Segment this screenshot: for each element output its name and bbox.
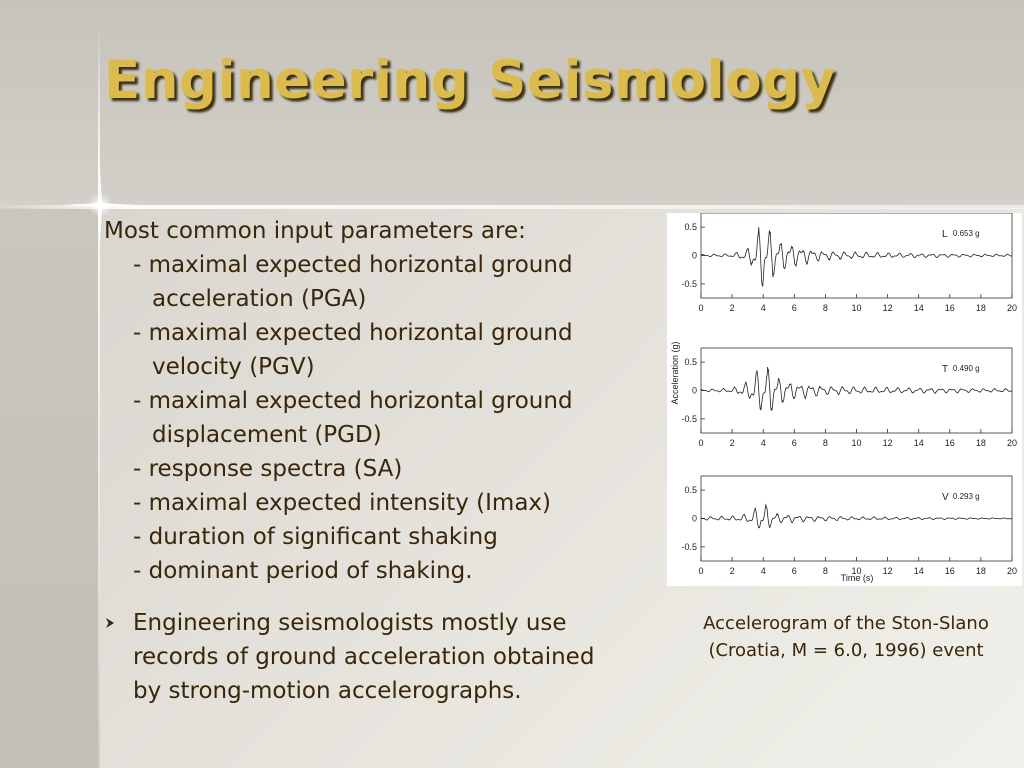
bullet-line: Engineering seismologists mostly use [133,610,567,636]
y-tick-label: 0 [692,514,697,524]
vertical-accent-line [98,20,100,768]
bullet-line: by strong-motion accelerographs. [133,678,522,704]
y-tick-label: 0 [692,386,697,396]
parameter-item: - maximal expected horizontal ground [133,388,573,414]
x-axis-label: Time (s) [841,573,874,583]
x-tick-label: 14 [914,438,924,448]
x-tick-label: 12 [883,566,893,576]
x-tick-label: 10 [851,566,861,576]
accelerogram-figure: -0.5 0 0.5 0 2 4 6 8 10 12 14 16 18 20 L 0.653 g -0.5 0 0.… [667,213,1022,586]
parameter-item-continuation: acceleration (PGA) [152,286,367,312]
x-tick-label: 10 [851,303,861,313]
x-tick-label: 2 [730,303,735,313]
slide-title: Engineering Seismology [104,50,836,111]
x-tick-label: 2 [730,566,735,576]
x-tick-label: 4 [761,303,766,313]
component-label: T [942,364,948,375]
accelerogram-chart: -0.500.50 2 4 6 8 10 12 14 16 18 20L 0.653 g-0.500.… [670,213,1017,583]
x-tick-label: 6 [792,566,797,576]
x-tick-label: 8 [823,438,828,448]
y-tick-label: -0.5 [681,279,697,289]
y-tick-label: 0.5 [684,357,697,367]
arrowhead-bullet-icon [104,606,116,652]
horizontal-accent-line [0,205,1024,209]
bullet-paragraph: Engineering seismologists mostly use rec… [104,606,664,708]
parameter-item: - maximal expected horizontal ground [133,252,573,278]
x-tick-label: 8 [823,303,828,313]
parameter-item: - duration of significant shaking [133,524,498,550]
y-axis-label: Acceleration (g) [670,341,680,404]
x-tick-label: 6 [792,303,797,313]
peak-label: 0.653 g [953,229,980,238]
caption-line: Accelerogram of the Ston-Slano [703,613,989,634]
x-tick-label: 12 [883,438,893,448]
y-tick-label: 0.5 [684,222,697,232]
x-tick-label: 18 [976,566,986,576]
component-label: V [942,492,949,503]
title-band [0,0,1024,208]
acceleration-trace-l [700,227,1013,288]
peak-label: 0.490 g [953,364,980,373]
y-tick-label: -0.5 [681,542,697,552]
parameter-item-continuation: velocity (PGV) [152,354,315,380]
x-tick-label: 4 [761,566,766,576]
peak-label: 0.293 g [953,492,980,501]
x-tick-label: 18 [976,303,986,313]
component-label: L [942,229,948,240]
figure-caption: Accelerogram of the Ston-Slano (Croatia,… [668,610,1024,664]
bullet-line: records of ground acceleration obtained [133,644,595,670]
x-tick-label: 14 [914,303,924,313]
parameter-item: - dominant period of shaking. [133,558,473,584]
parameter-list: Most common input parameters are: - maxi… [104,214,664,588]
y-tick-label: 0 [692,251,697,261]
x-tick-label: 20 [1007,303,1017,313]
x-tick-label: 14 [914,566,924,576]
acceleration-trace-v [700,503,1013,529]
x-tick-label: 6 [792,438,797,448]
parameter-item: - maximal expected intensity (Imax) [133,490,552,516]
x-tick-label: 8 [823,566,828,576]
x-tick-label: 0 [698,303,703,313]
x-tick-label: 12 [883,303,893,313]
x-tick-label: 0 [698,438,703,448]
x-tick-label: 10 [851,438,861,448]
x-tick-label: 18 [976,438,986,448]
left-margin-band [0,208,100,768]
x-tick-label: 16 [945,566,955,576]
parameter-item: - response spectra (SA) [133,456,403,482]
y-tick-label: 0.5 [684,485,697,495]
acceleration-trace-t [700,366,1013,412]
x-tick-label: 20 [1007,566,1017,576]
x-tick-label: 0 [698,566,703,576]
intro-line: Most common input parameters are: [104,218,526,244]
parameter-item: - maximal expected horizontal ground [133,320,573,346]
caption-line: (Croatia, M = 6.0, 1996) event [708,640,984,661]
x-tick-label: 16 [945,438,955,448]
x-tick-label: 16 [945,303,955,313]
y-tick-label: -0.5 [681,414,697,424]
x-tick-label: 4 [761,438,766,448]
parameter-item-continuation: displacement (PGD) [152,422,382,448]
x-tick-label: 2 [730,438,735,448]
x-tick-label: 20 [1007,438,1017,448]
